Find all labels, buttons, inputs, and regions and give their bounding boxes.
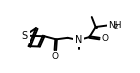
Text: 2: 2	[113, 24, 118, 30]
Text: O: O	[52, 52, 59, 61]
Text: S: S	[22, 31, 28, 41]
Text: NH: NH	[108, 21, 122, 30]
Text: O: O	[102, 34, 109, 43]
Text: N: N	[75, 35, 82, 45]
